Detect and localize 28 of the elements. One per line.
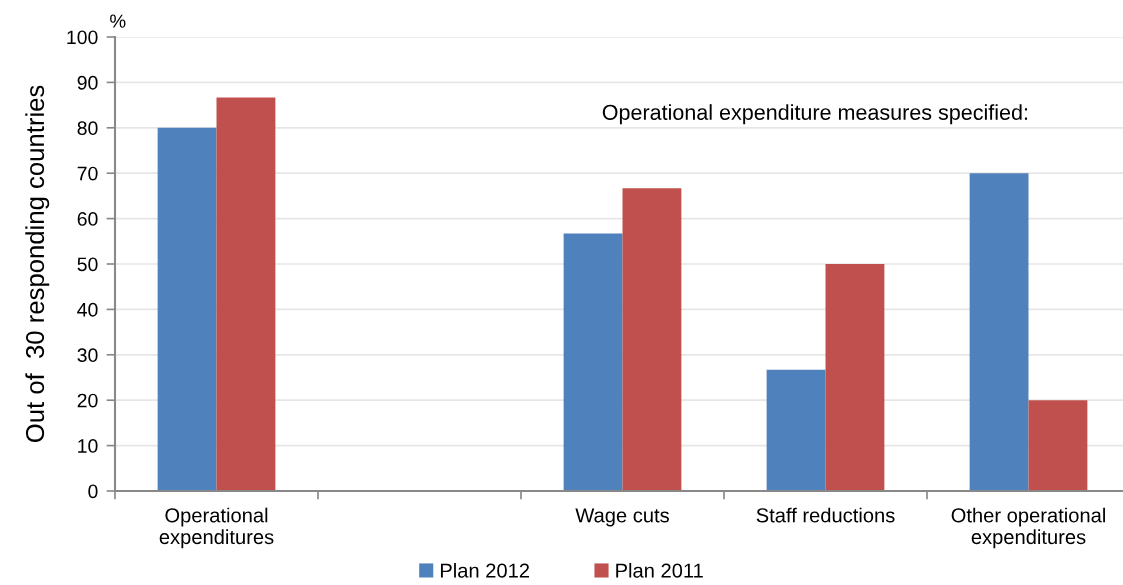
y-tick-label: 100 [67,30,98,45]
bar [157,127,217,491]
bar [216,97,276,491]
bar [969,173,1029,491]
bar [766,369,826,491]
y-tick-label: 20 [77,393,98,408]
y-tick-label: 0 [88,484,98,499]
bar [622,188,682,491]
y-tick-label: 40 [77,302,98,317]
x-tick-label: Operational expenditures [159,507,274,549]
bar [563,233,623,491]
y-tick-label: 10 [78,439,98,453]
y-axis-title: Out of 30 responding countries [25,85,50,443]
x-tick-label: Wage cuts [575,508,669,527]
y-tick-label: 60 [77,212,98,226]
y-tick-label: 80 [77,121,98,136]
legend-label: Plan 2011 [616,562,703,578]
x-tick-label: Other operational expenditures [951,507,1105,549]
y-tick-label: 30 [77,348,98,363]
x-tick-label: Staff reductions [756,507,895,523]
legend-label: Plan 2012 [440,562,530,578]
annotation: Operational expenditure measures specified: [602,104,1028,125]
y-tick-label: 50 [77,257,98,272]
text: % [110,14,126,28]
bar [1028,400,1088,491]
y-tick-label: 90 [77,75,98,90]
y-tick-label: 70 [77,166,98,181]
bar [825,264,885,491]
